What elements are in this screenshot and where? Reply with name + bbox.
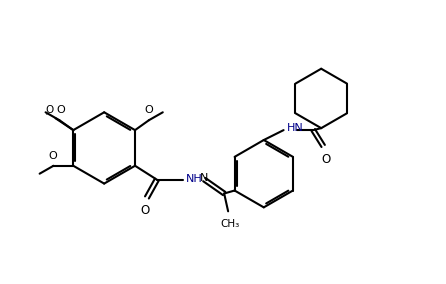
Text: O: O (140, 204, 149, 217)
Text: O: O (145, 105, 153, 115)
Text: HN: HN (286, 123, 303, 133)
Text: CH₃: CH₃ (220, 219, 240, 229)
Text: NH: NH (186, 174, 202, 184)
Text: methoxy: methoxy (45, 114, 52, 115)
Text: O: O (48, 151, 57, 161)
Text: O: O (45, 105, 54, 115)
Text: O: O (322, 153, 331, 166)
Text: O: O (56, 105, 65, 115)
Text: N: N (200, 173, 209, 183)
